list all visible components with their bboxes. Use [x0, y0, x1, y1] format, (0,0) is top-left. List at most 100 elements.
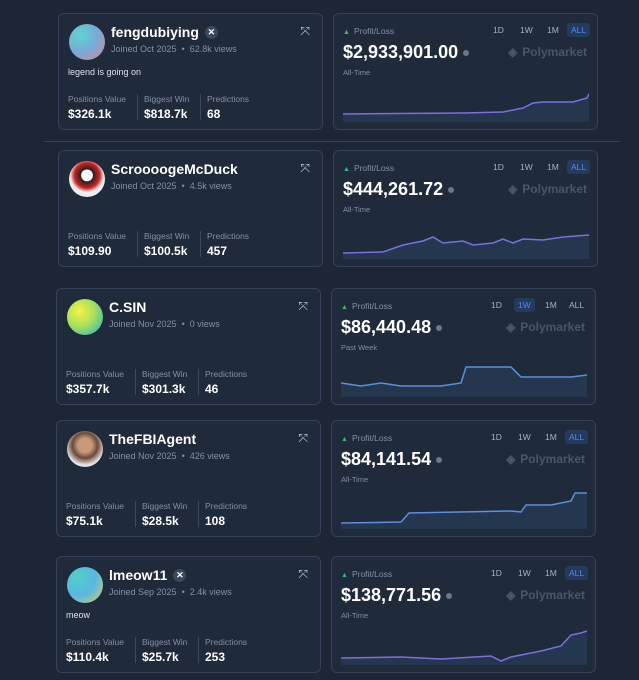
stat-label: Biggest Win [142, 637, 188, 647]
range-button[interactable]: ALL [567, 23, 591, 37]
avatar [67, 431, 103, 467]
stat-label: Positions Value [68, 231, 126, 241]
range-button[interactable]: 1W [518, 432, 531, 442]
info-dot [436, 457, 443, 464]
up-icon: ▲ [341, 304, 348, 311]
range-button[interactable]: 1M [545, 568, 557, 578]
stat-label: Positions Value [66, 501, 124, 511]
brand-logo: ◈ Polymarket [506, 320, 585, 334]
brand-name: Polymarket [522, 45, 587, 59]
pnl-value: $2,933,901.00 [343, 42, 470, 63]
pnl-label: ▲ Profit/Loss [341, 301, 392, 311]
profile-card: lmeow11 ✕ Joined Sep 2025 • 2.4k views ⤧ meow P… [56, 556, 321, 673]
profile-card: fengdubiying ✕ Joined Oct 2025 • 62.8k views… [58, 13, 323, 130]
pnl-value: $84,141.54 [341, 449, 443, 470]
avatar [69, 161, 105, 197]
pnl-amount: $2,933,901.00 [343, 42, 459, 62]
brand-name: Polymarket [520, 588, 585, 602]
range-button[interactable]: 1D [491, 432, 502, 442]
joined-date: Joined Nov 2025 [109, 451, 177, 461]
joined-date: Joined Sep 2025 [109, 587, 177, 597]
sparkline-area [341, 367, 587, 397]
range-button[interactable]: 1W [514, 298, 535, 312]
profile-bio: legend is going on [68, 67, 142, 77]
expand-icon[interactable]: ⤧ [300, 24, 310, 38]
up-icon: ▲ [341, 572, 348, 579]
divider [44, 141, 620, 142]
profile-card: ScroooogeMcDuck Joined Oct 2025 • 4.5k view… [58, 150, 323, 267]
period-label: Past Week [341, 343, 378, 352]
joined-date: Joined Oct 2025 [111, 181, 177, 191]
profile-meta: Joined Nov 2025 • 426 views [109, 451, 230, 461]
stat-value: $110.4k [66, 650, 109, 664]
info-dot [446, 593, 453, 600]
range-button[interactable]: 1W [518, 568, 531, 578]
pnl-label-text: Profit/Loss [353, 26, 395, 36]
meta-separator: • [181, 181, 185, 191]
range-button[interactable]: 1W [520, 25, 533, 35]
pnl-amount: $86,440.48 [341, 317, 432, 337]
info-dot [463, 50, 470, 57]
expand-icon[interactable]: ⤧ [298, 299, 308, 313]
stat-value: 457 [207, 244, 228, 258]
x-badge: ✕ [204, 26, 218, 39]
stat-value: 68 [207, 107, 221, 121]
pnl-amount: $138,771.56 [341, 585, 442, 605]
range-button[interactable]: 1W [520, 162, 533, 172]
pnl-card: ▲ Profit/Loss 1D 1W 1M ALL $86,440.48 ◈ Polymark… [331, 288, 596, 405]
stat-value: $100.5k [144, 244, 188, 258]
sparkline-line [343, 93, 589, 115]
stat-separator [198, 637, 199, 663]
pnl-card: ▲ Profit/Loss 1D 1W 1M ALL $444,261.72 ◈ Polymar… [333, 150, 598, 267]
brand-logo: ◈ Polymarket [506, 588, 585, 602]
stat-value: $301.3k [142, 382, 186, 396]
range-button[interactable]: 1D [493, 25, 504, 35]
stat-label: Biggest Win [142, 501, 188, 511]
range-button[interactable]: ALL [569, 300, 585, 310]
stat-value: 253 [205, 650, 226, 664]
range-button[interactable]: 1M [545, 300, 557, 310]
profile-meta: Joined Nov 2025 • 0 views [109, 319, 220, 329]
range-button[interactable]: 1D [491, 300, 502, 310]
range-button[interactable]: ALL [565, 566, 589, 580]
pnl-label-text: Profit/Loss [351, 433, 393, 443]
expand-icon[interactable]: ⤧ [298, 431, 308, 445]
profile-name-text[interactable]: C.SIN [109, 299, 147, 315]
range-button[interactable]: 1D [491, 568, 502, 578]
pnl-card: ▲ Profit/Loss 1D 1W 1M ALL $84,141.54 ◈ Polymark… [331, 420, 596, 537]
meta-separator: • [181, 587, 185, 597]
brand-logo: ◈ Polymarket [508, 182, 587, 196]
range-button[interactable]: 1M [547, 25, 559, 35]
brand-icon: ◈ [508, 182, 518, 196]
info-dot [436, 325, 443, 332]
meta-separator: • [181, 44, 185, 54]
brand-name: Polymarket [520, 452, 585, 466]
stat-value: $75.1k [66, 514, 103, 528]
range-button[interactable]: 1M [545, 432, 557, 442]
pnl-label-text: Profit/Loss [353, 163, 395, 173]
range-button[interactable]: 1M [547, 162, 559, 172]
meta-separator: • [181, 451, 185, 461]
stat-value: $28.5k [142, 514, 179, 528]
profile-name-text[interactable]: lmeow11 [109, 567, 168, 583]
profile-meta: Joined Oct 2025 • 62.8k views [111, 44, 237, 54]
view-count: 426 views [189, 451, 230, 461]
profile-name-text[interactable]: fengdubiying [111, 24, 199, 40]
range-button[interactable]: 1D [493, 162, 504, 172]
range-button[interactable]: ALL [565, 430, 589, 444]
range-button[interactable]: ALL [567, 160, 591, 174]
up-icon: ▲ [343, 166, 350, 173]
stat-separator [198, 369, 199, 395]
profile-name: ScroooogeMcDuck [111, 161, 238, 177]
sparkline-area [341, 631, 587, 665]
profile-name-text[interactable]: ScroooogeMcDuck [111, 161, 238, 177]
period-label: All-Time [343, 205, 371, 214]
stat-separator [135, 637, 136, 663]
info-dot [448, 187, 455, 194]
expand-icon[interactable]: ⤧ [298, 567, 308, 581]
sparkline-area [343, 94, 589, 122]
profile-name-text[interactable]: TheFBIAgent [109, 431, 197, 447]
profile-meta: Joined Sep 2025 • 2.4k views [109, 587, 232, 597]
stat-label: Positions Value [66, 369, 124, 379]
expand-icon[interactable]: ⤧ [300, 161, 310, 175]
